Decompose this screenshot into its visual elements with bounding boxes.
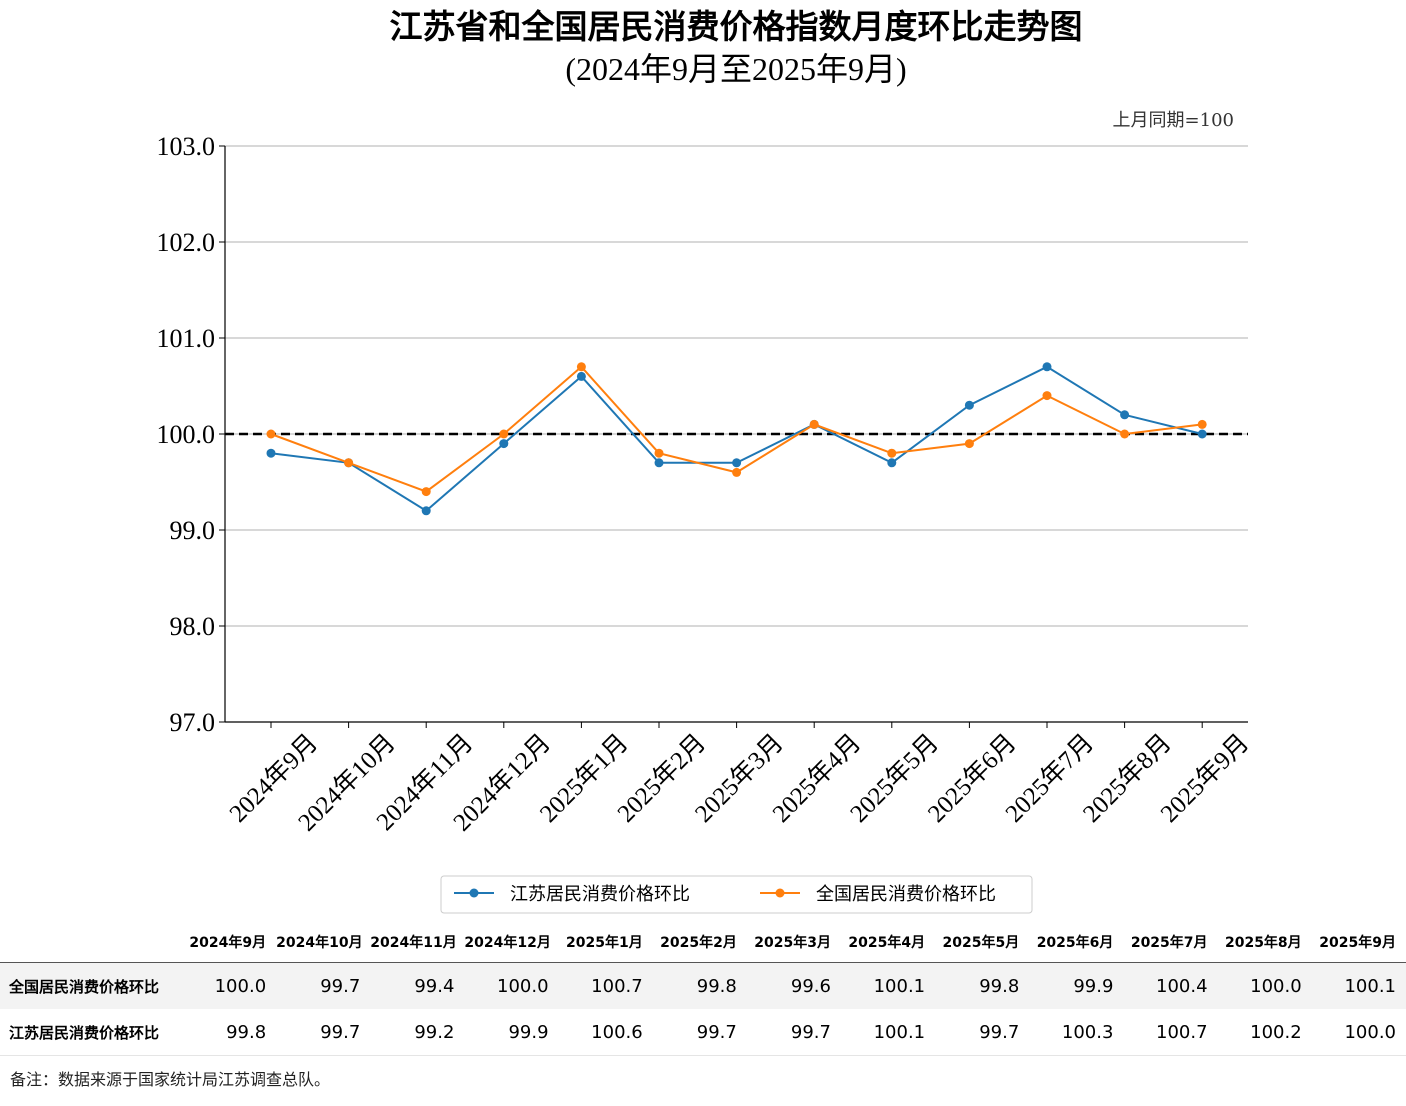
legend: 江苏居民消费价格环比 全国居民消费价格环比 (440, 875, 1033, 914)
data-point (266, 448, 276, 458)
column-header: 2025年7月 (1123, 922, 1218, 963)
axes (219, 145, 1248, 728)
table-cell: 100.1 (1344, 975, 1396, 997)
column-header: 2024年10月 (276, 922, 371, 963)
y-tick-label: 97.0 (170, 708, 216, 737)
table-cell: 100.2 (1250, 1021, 1302, 1043)
data-point (964, 439, 974, 449)
data-point (654, 458, 664, 468)
table-cell: 100.4 (1156, 975, 1208, 997)
cpi-line-chart: 江苏省和全国居民消费价格指数月度环比走势图 (2024年9月至2025年9月) … (157, 7, 1255, 914)
column-header: 2025年2月 (652, 922, 747, 963)
legend-marker (775, 888, 785, 898)
column-header: 2025年6月 (1029, 922, 1124, 963)
y-tick-label: 101.0 (157, 324, 216, 353)
table-header-row: 2024年9月 2024年10月 2024年11月 2024年12月 2025年1月 20… (0, 922, 1406, 963)
row-label: 江苏居民消费价格环比 (9, 1023, 160, 1042)
row-label: 全国居民消费价格环比 (9, 977, 160, 996)
data-point (576, 371, 586, 381)
table-cell: 100.0 (497, 975, 549, 997)
y-tick-label: 102.0 (157, 228, 216, 257)
column-header: 2025年8月 (1217, 922, 1312, 963)
legend-items: 江苏居民消费价格环比 全国居民消费价格环比 (454, 884, 996, 905)
y-tick-label: 99.0 (170, 516, 216, 545)
table-cell: 100.3 (1061, 1021, 1114, 1043)
series-line (270, 365, 1203, 513)
table-cell: 99.8 (979, 975, 1020, 997)
column-header: 2024年11月 (370, 922, 465, 963)
chart-subtitle: (2024年9月至2025年9月) (565, 51, 906, 87)
data-point (499, 439, 509, 449)
table-cell: 100.0 (1344, 1021, 1396, 1043)
data-point (1120, 429, 1130, 439)
data-point (1120, 410, 1130, 420)
table-row: 江苏居民消费价格环比 99.8 99.7 99.2 99.9 100.6 99.7 99.7 1… (0, 1009, 1406, 1056)
table-cell: 99.7 (790, 1021, 831, 1043)
column-header: 2024年9月 (182, 922, 277, 963)
table-cell: 100.7 (1156, 1021, 1208, 1043)
table-cell: 99.7 (320, 1021, 361, 1043)
table-cell: 99.8 (226, 1021, 267, 1043)
data-point (887, 448, 897, 458)
table-cell: 99.9 (508, 1021, 549, 1043)
y-tick-labels: 97.0 98.0 99.0 100.0 101.0 102.0 103.0 (157, 132, 216, 737)
table-cell: 100.0 (1250, 975, 1302, 997)
table-cell: 99.8 (696, 975, 737, 997)
legend-box (440, 875, 1033, 914)
data-point (499, 429, 509, 439)
series-jiangsu (266, 362, 1207, 516)
data-point (1042, 391, 1052, 401)
data-point (809, 419, 819, 429)
table-cell: 99.7 (320, 975, 361, 997)
column-header: 2025年1月 (558, 922, 653, 963)
series-group (266, 362, 1207, 516)
data-point (732, 467, 742, 477)
data-point (1042, 362, 1052, 372)
data-point (887, 458, 897, 468)
data-point (1197, 429, 1207, 439)
data-point (421, 487, 431, 497)
y-tick-label: 100.0 (157, 420, 216, 449)
data-point (344, 458, 354, 468)
data-point (576, 362, 586, 372)
table-cell: 100.6 (591, 1021, 643, 1043)
table-row: 全国居民消费价格环比 100.0 99.7 99.4 100.0 100.7 99.8 99.… (0, 962, 1406, 1009)
data-table-wrapper: 2024年9月 2024年10月 2024年11月 2024年12月 2025年1月 20… (0, 922, 1406, 1056)
table-cell: 100.7 (591, 975, 643, 997)
column-header: 2025年5月 (935, 922, 1030, 963)
table-cell: 99.9 (1073, 975, 1114, 997)
table-body: 全国居民消费价格环比 100.0 99.7 99.4 100.0 100.7 99.8 99.… (0, 962, 1406, 1056)
legend-label: 江苏居民消费价格环比 (510, 884, 690, 905)
column-header: 2025年9月 (1311, 922, 1406, 963)
data-point (964, 400, 974, 410)
table-cell: 100.0 (214, 975, 267, 997)
table-cell: 100.1 (873, 975, 926, 997)
data-point (421, 506, 431, 516)
unit-note: 上月同期=100 (1113, 110, 1234, 131)
data-point (654, 448, 664, 458)
column-header: 2024年12月 (464, 922, 559, 963)
table-corner-cell (0, 922, 182, 963)
table-cell: 99.6 (790, 975, 831, 997)
y-tick-label: 103.0 (157, 132, 216, 161)
legend-marker (469, 888, 479, 898)
table-cell: 100.1 (873, 1021, 926, 1043)
y-tick-label: 98.0 (170, 612, 216, 641)
gridlines (225, 145, 1248, 627)
table-cell: 99.2 (414, 1021, 455, 1043)
table-cell: 99.7 (696, 1021, 737, 1043)
data-point (266, 429, 276, 439)
data-table: 2024年9月 2024年10月 2024年11月 2024年12月 2025年1月 20… (0, 922, 1406, 1056)
chart-title: 江苏省和全国居民消费价格指数月度环比走势图 (390, 7, 1083, 46)
data-point (1197, 419, 1207, 429)
table-cell: 99.7 (979, 1021, 1020, 1043)
footnote: 备注：数据来源于国家统计局江苏调查总队。 (10, 1070, 331, 1089)
table-cell: 99.4 (414, 975, 455, 997)
column-header: 2025年3月 (746, 922, 841, 963)
column-header: 2025年4月 (840, 922, 936, 963)
legend-label: 全国居民消费价格环比 (816, 884, 996, 905)
data-point (732, 458, 742, 468)
x-tick-labels: 2024年9月2024年10月2024年11月2024年12月2025年1月20… (224, 728, 1255, 836)
series-national (266, 362, 1207, 497)
